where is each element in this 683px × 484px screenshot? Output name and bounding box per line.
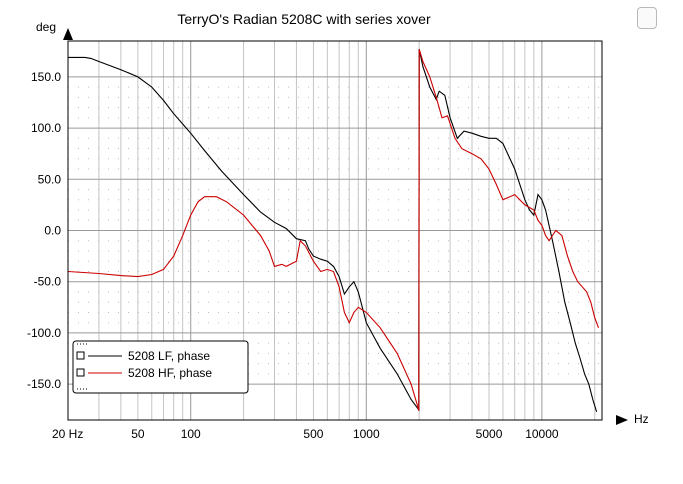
legend-label-lf: 5208 LF, phase xyxy=(128,349,210,363)
x-tick-label: 100 xyxy=(181,427,201,441)
x-axis-label: Hz xyxy=(634,412,649,426)
y-tick-label: 150.0 xyxy=(31,70,61,84)
legend-checkbox-lf[interactable] xyxy=(76,351,85,360)
x-tick-labels: 20 Hz 50 100 500 1000 5000 10000 xyxy=(52,427,559,441)
series-layer xyxy=(67,49,600,412)
y-tick-label: 100.0 xyxy=(31,121,61,135)
x-tick-label: 500 xyxy=(303,427,323,441)
y-axis-arrow xyxy=(63,28,73,40)
plot-frame xyxy=(67,40,603,421)
chart-title: TerryO's Radian 5208C with series xover xyxy=(177,11,431,27)
x-tick-label: 1000 xyxy=(353,427,380,441)
series-line-lf xyxy=(68,49,598,412)
y-tick-label: -150.0 xyxy=(27,377,61,391)
y-tick-label: 50.0 xyxy=(38,172,62,186)
x-axis-arrow xyxy=(616,415,628,425)
y-axis-label: deg xyxy=(36,20,56,34)
x-tick-label: 50 xyxy=(131,427,145,441)
legend-label-hf: 5208 HF, phase xyxy=(128,366,212,380)
x-tick-label: 20 Hz xyxy=(52,427,83,441)
y-tick-label: 0.0 xyxy=(44,224,61,238)
x-tick-label: 10000 xyxy=(525,427,559,441)
legend-box xyxy=(72,340,249,394)
legend-checkbox-hf[interactable] xyxy=(76,368,85,377)
legend: 5208 LF, phase 5208 HF, phase xyxy=(72,340,249,394)
y-tick-label: -100.0 xyxy=(27,326,61,340)
y-tick-label: -50.0 xyxy=(34,275,62,289)
y-tick-labels: 150.0 100.0 50.0 0.0 -50.0 -100.0 -150.0 xyxy=(27,70,61,391)
x-tick-label: 5000 xyxy=(476,427,503,441)
window-corner-button[interactable] xyxy=(637,7,657,29)
series-line-hf xyxy=(67,49,600,411)
